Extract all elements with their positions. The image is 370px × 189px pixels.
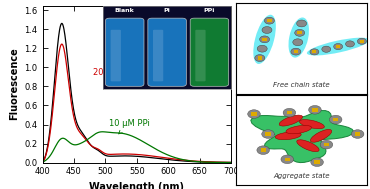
- FancyBboxPatch shape: [285, 157, 290, 161]
- Circle shape: [260, 36, 270, 43]
- FancyBboxPatch shape: [297, 31, 302, 34]
- Circle shape: [297, 20, 307, 27]
- Text: Aggregate state: Aggregate state: [273, 173, 330, 179]
- Ellipse shape: [307, 38, 369, 56]
- FancyBboxPatch shape: [360, 40, 364, 43]
- FancyBboxPatch shape: [287, 111, 292, 115]
- Circle shape: [257, 45, 267, 52]
- FancyBboxPatch shape: [355, 132, 360, 136]
- Circle shape: [322, 46, 331, 52]
- Circle shape: [309, 105, 321, 114]
- Polygon shape: [251, 111, 354, 163]
- Circle shape: [281, 155, 293, 164]
- Circle shape: [262, 130, 274, 138]
- FancyBboxPatch shape: [312, 50, 316, 53]
- FancyBboxPatch shape: [258, 57, 262, 60]
- FancyBboxPatch shape: [262, 38, 267, 41]
- Ellipse shape: [289, 18, 309, 58]
- Ellipse shape: [279, 115, 303, 126]
- Circle shape: [257, 146, 269, 154]
- Circle shape: [265, 17, 275, 24]
- FancyBboxPatch shape: [312, 108, 317, 112]
- FancyBboxPatch shape: [314, 160, 320, 164]
- Ellipse shape: [286, 125, 312, 134]
- Text: 20 μM Pi: 20 μM Pi: [93, 68, 129, 77]
- Ellipse shape: [297, 140, 319, 152]
- Circle shape: [283, 108, 296, 117]
- Circle shape: [351, 130, 364, 138]
- FancyBboxPatch shape: [260, 148, 266, 152]
- Circle shape: [291, 48, 301, 55]
- Text: Free chain state: Free chain state: [273, 81, 330, 88]
- FancyBboxPatch shape: [265, 132, 271, 136]
- Circle shape: [329, 115, 342, 124]
- FancyBboxPatch shape: [336, 45, 340, 48]
- Ellipse shape: [310, 129, 332, 142]
- FancyBboxPatch shape: [267, 19, 272, 22]
- Circle shape: [262, 27, 272, 33]
- Circle shape: [357, 38, 366, 44]
- FancyBboxPatch shape: [294, 50, 298, 53]
- Ellipse shape: [275, 132, 301, 140]
- Circle shape: [293, 39, 303, 46]
- Ellipse shape: [253, 15, 276, 64]
- FancyBboxPatch shape: [251, 112, 257, 116]
- Circle shape: [320, 140, 333, 149]
- Circle shape: [248, 110, 260, 118]
- Circle shape: [295, 29, 305, 36]
- Circle shape: [334, 43, 343, 50]
- Circle shape: [255, 55, 265, 61]
- FancyBboxPatch shape: [324, 143, 329, 146]
- Y-axis label: Fluorescence: Fluorescence: [9, 48, 19, 120]
- Ellipse shape: [299, 120, 324, 129]
- Circle shape: [346, 41, 354, 47]
- X-axis label: Wavelength (nm): Wavelength (nm): [90, 182, 184, 189]
- Text: 10 μM PPi: 10 μM PPi: [108, 119, 149, 134]
- Circle shape: [310, 49, 319, 55]
- FancyBboxPatch shape: [333, 118, 338, 121]
- Circle shape: [311, 158, 323, 167]
